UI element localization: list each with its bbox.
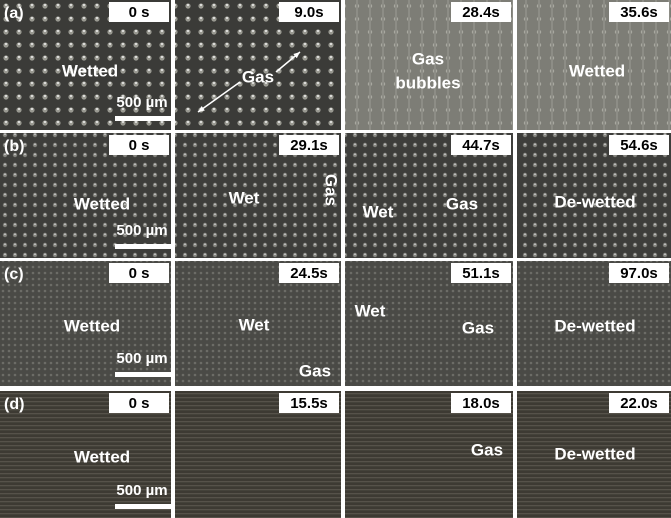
annotation: Gas [299, 361, 331, 380]
time-label: 0 s [129, 265, 150, 282]
annotation: Wet [239, 315, 270, 334]
time-box [609, 263, 669, 283]
annotation: De-wetted [554, 444, 635, 463]
annotation: Wetted [64, 316, 120, 335]
time-box [279, 393, 339, 413]
annotation: Wetted [74, 447, 130, 466]
scale-bar-label: 500 µm [116, 94, 167, 111]
time-box [279, 2, 339, 22]
arrow-head [293, 52, 300, 59]
annotation: Wet [363, 202, 394, 221]
annotation: Gas [412, 49, 444, 68]
row-label: (b) [4, 138, 24, 155]
time-label: 9.0s [294, 4, 323, 21]
time-label: 0 s [129, 4, 150, 21]
time-label: 0 s [129, 137, 150, 154]
row-label: (d) [4, 396, 24, 413]
annotation: De-wetted [554, 192, 635, 211]
time-label: 0 s [129, 395, 150, 412]
annotation: Gas [322, 174, 341, 206]
time-label: 15.5s [290, 395, 328, 412]
time-label: 54.6s [620, 137, 658, 154]
annotation: De-wetted [554, 316, 635, 335]
scale-bar-label: 500 µm [116, 482, 167, 499]
scale-bar [115, 504, 171, 509]
arrow-head [198, 106, 205, 112]
time-box [279, 263, 339, 283]
annotation: Wetted [74, 194, 130, 213]
annotation: Gas [242, 67, 274, 86]
scale-bar [115, 116, 171, 121]
time-label: 18.0s [462, 395, 500, 412]
scale-bar-label: 500 µm [116, 350, 167, 367]
time-box [609, 135, 669, 155]
time-box [609, 393, 669, 413]
time-label: 35.6s [620, 4, 658, 21]
annotation: Gas [446, 194, 478, 213]
time-box [279, 135, 339, 155]
time-label: 28.4s [462, 4, 500, 21]
annotation: Gas [471, 440, 503, 459]
time-box [609, 2, 669, 22]
annotation: Wetted [62, 61, 118, 80]
scale-bar [115, 372, 171, 377]
annotation: bubbles [395, 73, 460, 92]
time-box [109, 135, 169, 155]
row-label: (a) [4, 5, 24, 22]
time-box [109, 2, 169, 22]
annotation: Wetted [569, 61, 625, 80]
arrow [197, 81, 241, 113]
time-label: 29.1s [290, 137, 328, 154]
annotation: Gas [462, 318, 494, 337]
annotation: Wet [355, 301, 386, 320]
time-label: 51.1s [462, 265, 500, 282]
time-box [109, 393, 169, 413]
time-label: 24.5s [290, 265, 328, 282]
time-box [109, 263, 169, 283]
scale-bar-label: 500 µm [116, 222, 167, 239]
time-box [451, 393, 511, 413]
time-box [451, 263, 511, 283]
scale-bar [115, 244, 171, 249]
row-label: (c) [4, 266, 24, 283]
time-label: 44.7s [462, 137, 500, 154]
time-box [451, 2, 511, 22]
annotation: Wet [229, 188, 260, 207]
time-box [451, 135, 511, 155]
time-label: 97.0s [620, 265, 658, 282]
time-label: 22.0s [620, 395, 658, 412]
